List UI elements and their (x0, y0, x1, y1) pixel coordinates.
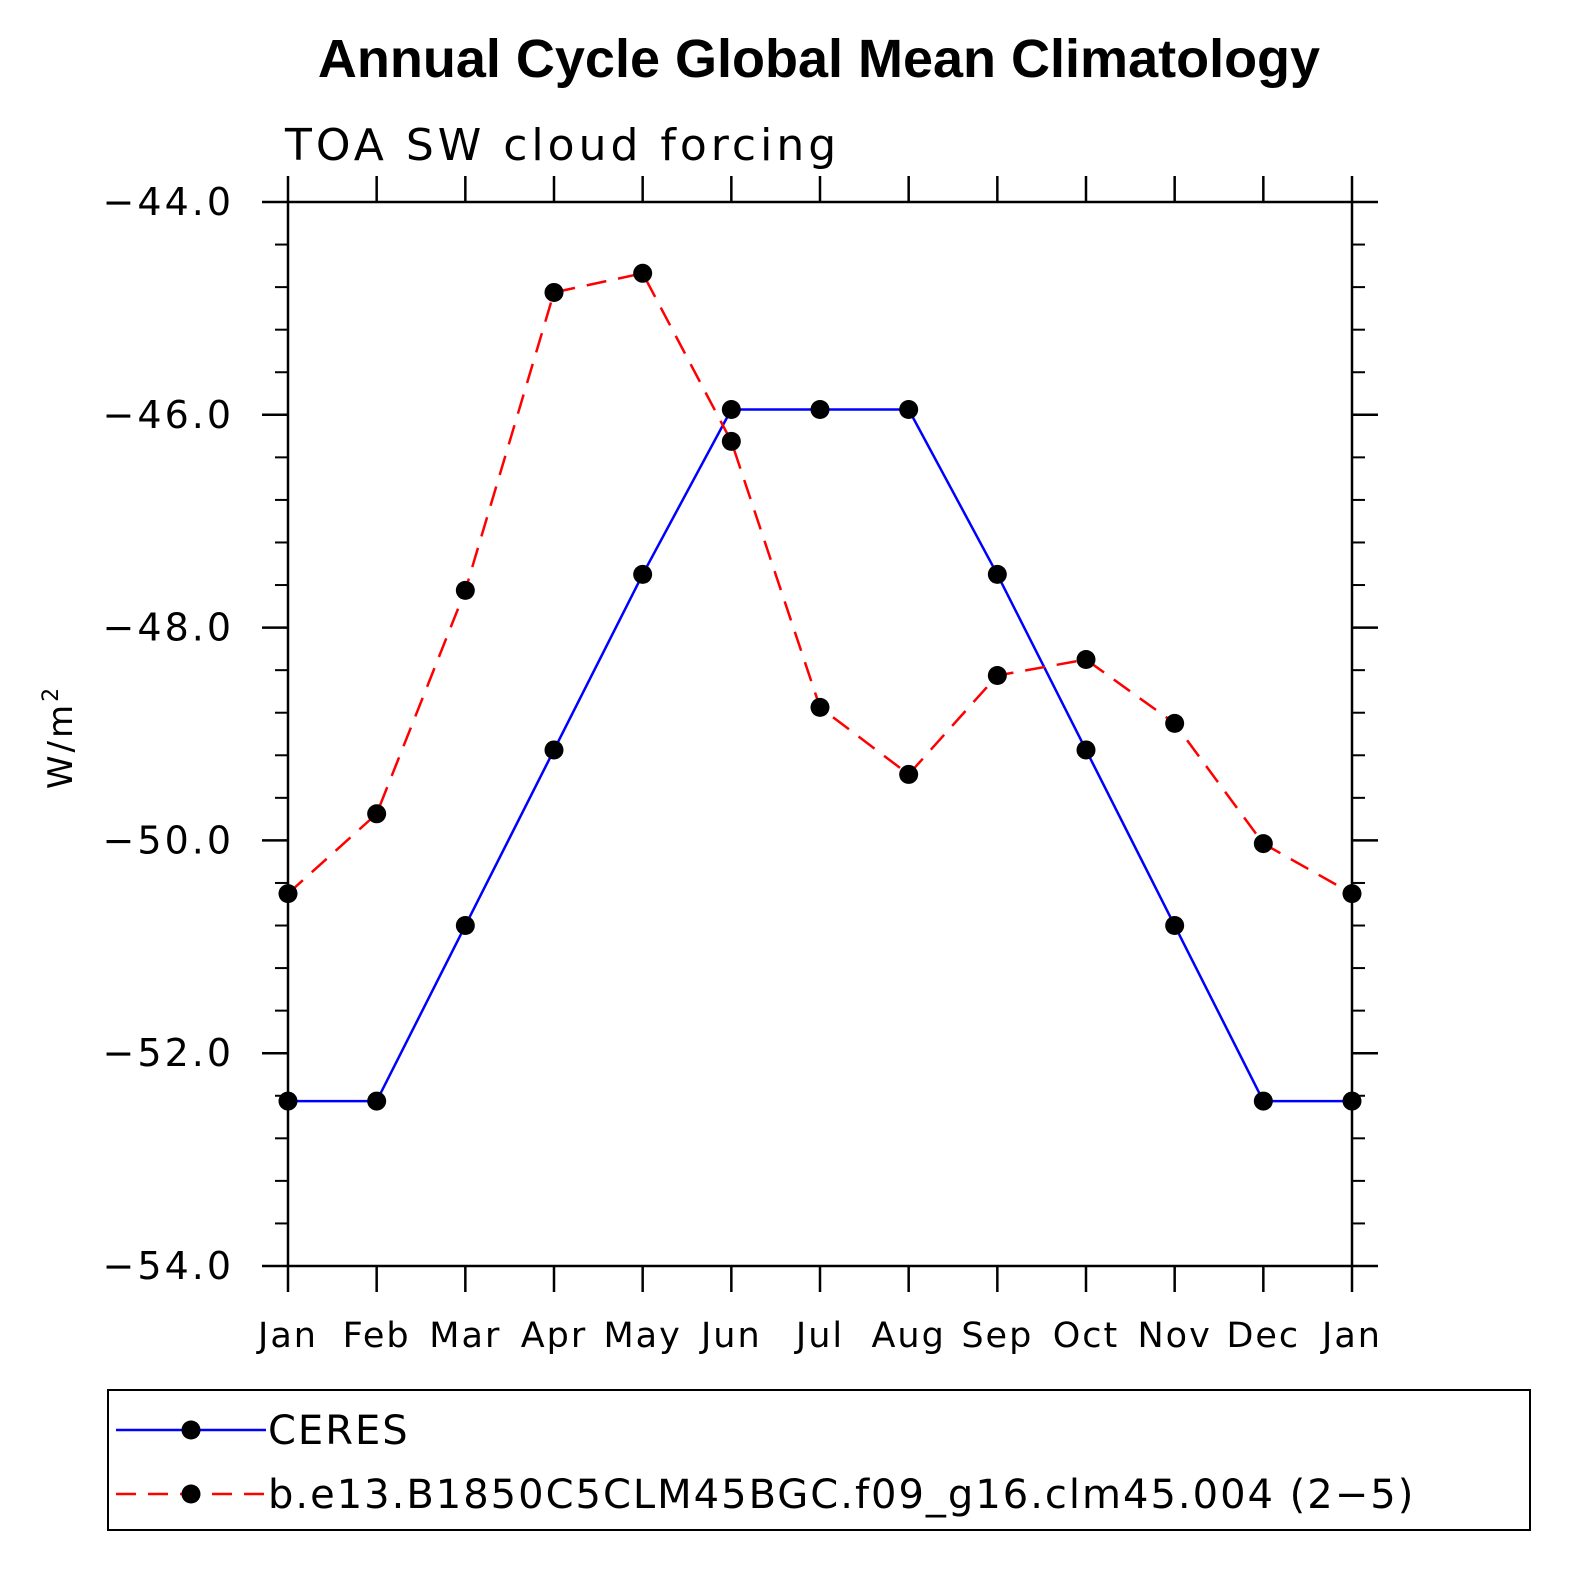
data-point-series-1 (1253, 834, 1273, 854)
data-point-series-1 (455, 580, 475, 600)
series-layer (278, 263, 1362, 1111)
data-point-series-0 (278, 1091, 298, 1111)
chart-title: Annual Cycle Global Mean Climatology (318, 29, 1320, 89)
data-point-series-1 (278, 884, 298, 904)
y-tick-label: −52.0 (103, 1031, 234, 1075)
data-point-series-1 (1076, 650, 1096, 670)
y-axis-label-text: W/m (41, 702, 81, 789)
x-tick-label: Sep (961, 1316, 1033, 1356)
x-tick-label: Feb (343, 1316, 411, 1356)
data-point-series-0 (899, 399, 919, 419)
data-point-series-0 (721, 399, 741, 419)
data-point-series-1 (1342, 884, 1362, 904)
data-point-series-1 (367, 804, 387, 824)
x-tick-label: Jan (256, 1316, 318, 1356)
data-point-series-0 (1253, 1091, 1273, 1111)
data-point-series-0 (1165, 916, 1185, 936)
y-tick-label: −50.0 (103, 818, 234, 862)
axes: −44.0 −46.0 −48.0 −50.0 −52.0 −54.0 Jan Feb Mar A… (103, 176, 1382, 1356)
legend-label-0: CERES (268, 1408, 410, 1454)
y-tick-label: −46.0 (103, 393, 234, 437)
x-tick-label: May (603, 1316, 681, 1356)
y-tick-label: −54.0 (103, 1244, 234, 1288)
data-point-series-0 (544, 740, 564, 760)
data-point-series-0 (367, 1091, 387, 1111)
x-tick-label: Jun (699, 1316, 762, 1356)
x-tick-label: Oct (1053, 1316, 1120, 1356)
x-tick-label: Apr (521, 1316, 588, 1356)
data-point-series-0 (455, 916, 475, 936)
series-line-0 (288, 408, 1352, 1103)
legend-box (107, 1389, 1531, 1531)
series-line-1 (287, 271, 1353, 895)
x-tick-label: Mar (429, 1316, 501, 1356)
data-point-series-0 (1076, 740, 1096, 760)
data-point-series-1 (987, 665, 1007, 685)
data-point-series-0 (1342, 1091, 1362, 1111)
data-point-series-0 (987, 564, 1007, 584)
y-tick-label: −48.0 (103, 606, 234, 650)
data-point-series-1 (633, 263, 653, 283)
legend-label-1: b.e13.B1850C5CLM45BGC.f09_g16.clm45.004 … (268, 1472, 1415, 1518)
legend-marker-1 (181, 1484, 201, 1504)
legend-marker-0 (181, 1420, 201, 1440)
data-point-series-1 (721, 431, 741, 451)
data-point-series-0 (633, 564, 653, 584)
y-axis-label-superscript: 2 (39, 685, 64, 702)
svg-text:W/m2: W/m2 (39, 685, 81, 789)
data-point-series-1 (1165, 713, 1185, 733)
y-axis-label: W/m2 (39, 685, 81, 789)
data-point-series-0 (810, 399, 830, 419)
x-tick-label: Jan (1320, 1316, 1382, 1356)
x-tick-label: Aug (871, 1316, 945, 1356)
x-tick-label: Dec (1226, 1316, 1300, 1356)
legend: CERES b.e13.B1850C5CLM45BGC.f09_g16.clm45… (116, 1408, 1415, 1518)
x-tick-label: Nov (1138, 1316, 1212, 1356)
data-point-series-1 (899, 764, 919, 784)
data-point-series-1 (544, 282, 564, 302)
x-tick-label: Jul (794, 1316, 844, 1356)
chart-subtitle: TOA SW cloud forcing (284, 120, 840, 171)
data-point-series-1 (810, 697, 830, 717)
y-tick-label: −44.0 (103, 180, 234, 224)
plot-frame (286, 200, 1354, 1268)
